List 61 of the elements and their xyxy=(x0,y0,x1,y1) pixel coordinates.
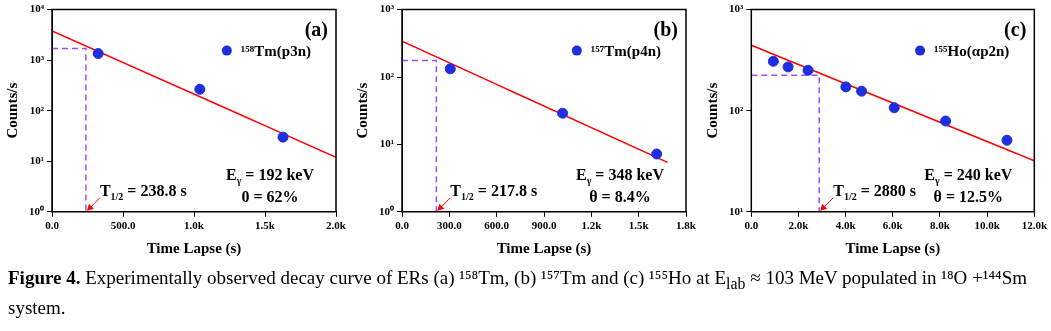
x-axis-title: Time Lapse (s) xyxy=(496,239,592,257)
legend-label: ¹⁵⁸Tm(p3n) xyxy=(240,42,312,60)
y-tick-label: 10¹ xyxy=(728,204,744,217)
x-tick-label: 10.0k xyxy=(974,219,1001,232)
legend-label: ¹⁵⁷Tm(p4n) xyxy=(590,42,662,60)
y-tick-label: 10⁰ xyxy=(379,204,394,217)
x-tick-label: 1.5k xyxy=(628,219,650,232)
point xyxy=(856,85,868,97)
point xyxy=(767,55,779,67)
y-tick-label: 10² xyxy=(29,103,45,116)
x-tick-label: 1.2k xyxy=(581,219,603,232)
x-tick-label: 1.5k xyxy=(255,219,276,232)
y-tick-label: 10³ xyxy=(379,2,395,15)
x-tick-label: 4.0k xyxy=(835,219,857,232)
chart-title: (c) xyxy=(1004,17,1027,41)
x-tick-label: 900.0 xyxy=(531,219,557,232)
chart-title: (b) xyxy=(653,17,679,41)
annotation: 0 = 62% xyxy=(241,187,299,205)
y-tick-label: 10³ xyxy=(29,52,45,65)
point xyxy=(194,83,206,95)
x-tick-label: 0.0 xyxy=(45,219,60,232)
x-tick-label: 12.0k xyxy=(1021,219,1048,232)
y-tick-label: 10² xyxy=(728,103,744,116)
y-tick-label: 10¹ xyxy=(29,154,44,167)
legend-label: ¹⁵⁵Ho(αp2n) xyxy=(934,42,1010,60)
x-axis-title: Time Lapse (s) xyxy=(845,239,941,257)
x-tick-label: 8.0k xyxy=(930,219,951,232)
x-tick-label: 2.0k xyxy=(788,219,810,232)
annotation: θ = 8.4% xyxy=(589,187,651,205)
point xyxy=(92,48,104,60)
point xyxy=(940,115,952,127)
x-tick-label: 300.0 xyxy=(436,219,463,232)
x-tick-label: 1.0k xyxy=(184,219,205,232)
point xyxy=(277,131,289,143)
x-axis-title: Time Lapse (s) xyxy=(146,239,242,257)
y-tick-label: 10⁴ xyxy=(29,2,45,15)
y-tick-label: 10⁰ xyxy=(29,204,44,217)
point xyxy=(651,148,663,160)
x-tick-label: 1.8k xyxy=(676,219,697,232)
y-tick-label: 10¹ xyxy=(379,137,394,150)
point xyxy=(557,107,569,119)
x-tick-label: 6.0k xyxy=(882,219,904,232)
x-tick-label: 0.0 xyxy=(395,219,410,232)
y-tick-label: 10² xyxy=(379,69,395,82)
point xyxy=(802,64,814,76)
y-axis-title: Counts/s xyxy=(703,82,720,139)
x-tick-label: 500.0 xyxy=(110,219,136,232)
x-tick-label: 2.0k xyxy=(326,219,347,232)
point xyxy=(888,102,900,114)
point xyxy=(444,63,456,75)
annotation: θ = 12.5% xyxy=(933,187,1004,205)
point xyxy=(1001,134,1013,146)
text: Figure 4. Experimentally observed decay curve of ERs (a) ¹⁵⁸Tm, (b) ¹⁵⁷Tm and (c) ¹⁵⁵Ho at E$_{lab}$ ≈ 103 MeV populated in ¹⁸O +¹⁴⁴Sm system. xyxy=(8,267,1028,318)
y-axis-title: Counts/s xyxy=(353,82,370,139)
y-tick-label: 10³ xyxy=(728,2,744,15)
point xyxy=(840,81,852,93)
point xyxy=(782,61,794,73)
chart-title: (a) xyxy=(304,17,329,41)
x-tick-label: 600.0 xyxy=(484,219,510,232)
y-axis-title: Counts/s xyxy=(3,82,20,139)
x-tick-label: 0.0 xyxy=(744,219,759,232)
